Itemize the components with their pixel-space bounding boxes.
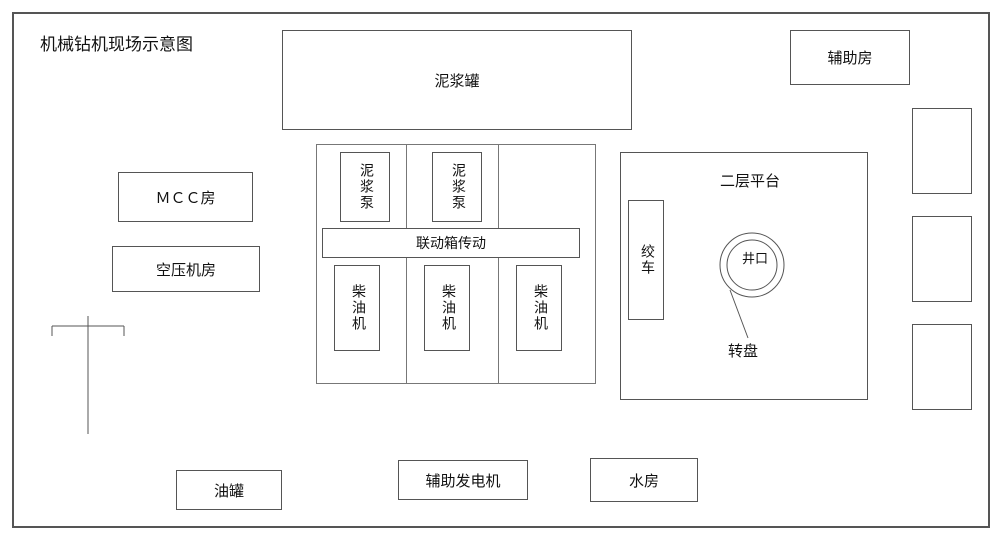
aux-generator: 辅助发电机	[398, 460, 528, 500]
diagram-title: 机械钻机现场示意图	[40, 30, 193, 55]
aux-room-label: 辅助房	[827, 47, 872, 68]
oil-tank-label: 油罐	[214, 480, 244, 501]
linkage-box: 联动箱传动	[322, 228, 580, 258]
side-box-2	[912, 216, 972, 302]
aux-generator-label: 辅助发电机	[425, 470, 500, 491]
mud-tank: 泥浆罐	[282, 30, 632, 130]
oil-tank: 油罐	[176, 470, 282, 510]
mud-pump-2: 泥浆泵	[432, 152, 482, 222]
diesel-3: 柴油机	[516, 265, 562, 351]
diesel-2: 柴油机	[424, 265, 470, 351]
mud-tank-label: 泥浆罐	[434, 70, 479, 91]
rotary-label: 转盘	[728, 340, 758, 361]
linkage-box-label: 联动箱传动	[416, 233, 486, 253]
water-room-label: 水房	[629, 470, 659, 491]
diesel-1: 柴油机	[334, 265, 380, 351]
diesel-2-label: 柴油机	[437, 284, 457, 332]
mcc-room-label: ＭＣＣ房	[155, 187, 215, 208]
diesel-1-label: 柴油机	[347, 284, 367, 332]
drive-group-divider-1	[406, 144, 407, 384]
mud-pump-1: 泥浆泵	[340, 152, 390, 222]
compressor-room: 空压机房	[112, 246, 260, 292]
mcc-room: ＭＣＣ房	[118, 172, 253, 222]
compressor-room-label: 空压机房	[156, 259, 216, 280]
diesel-3-label: 柴油机	[529, 284, 549, 332]
upper-platform-label: 二层平台	[720, 170, 780, 191]
diagram-canvas: 机械钻机现场示意图 泥浆罐 辅助房 ＭＣＣ房 空压机房 泥浆泵 泥浆泵 联动箱传…	[0, 0, 1000, 538]
side-box-3	[912, 324, 972, 410]
wellhead-label: 井口	[740, 252, 770, 266]
water-room: 水房	[590, 458, 698, 502]
drive-group-divider-2	[498, 144, 499, 384]
side-box-1	[912, 108, 972, 194]
winch-label: 绞车	[636, 244, 656, 276]
aux-room: 辅助房	[790, 30, 910, 85]
mud-pump-2-label: 泥浆泵	[447, 163, 467, 211]
mud-pump-1-label: 泥浆泵	[355, 163, 375, 211]
winch: 绞车	[628, 200, 664, 320]
